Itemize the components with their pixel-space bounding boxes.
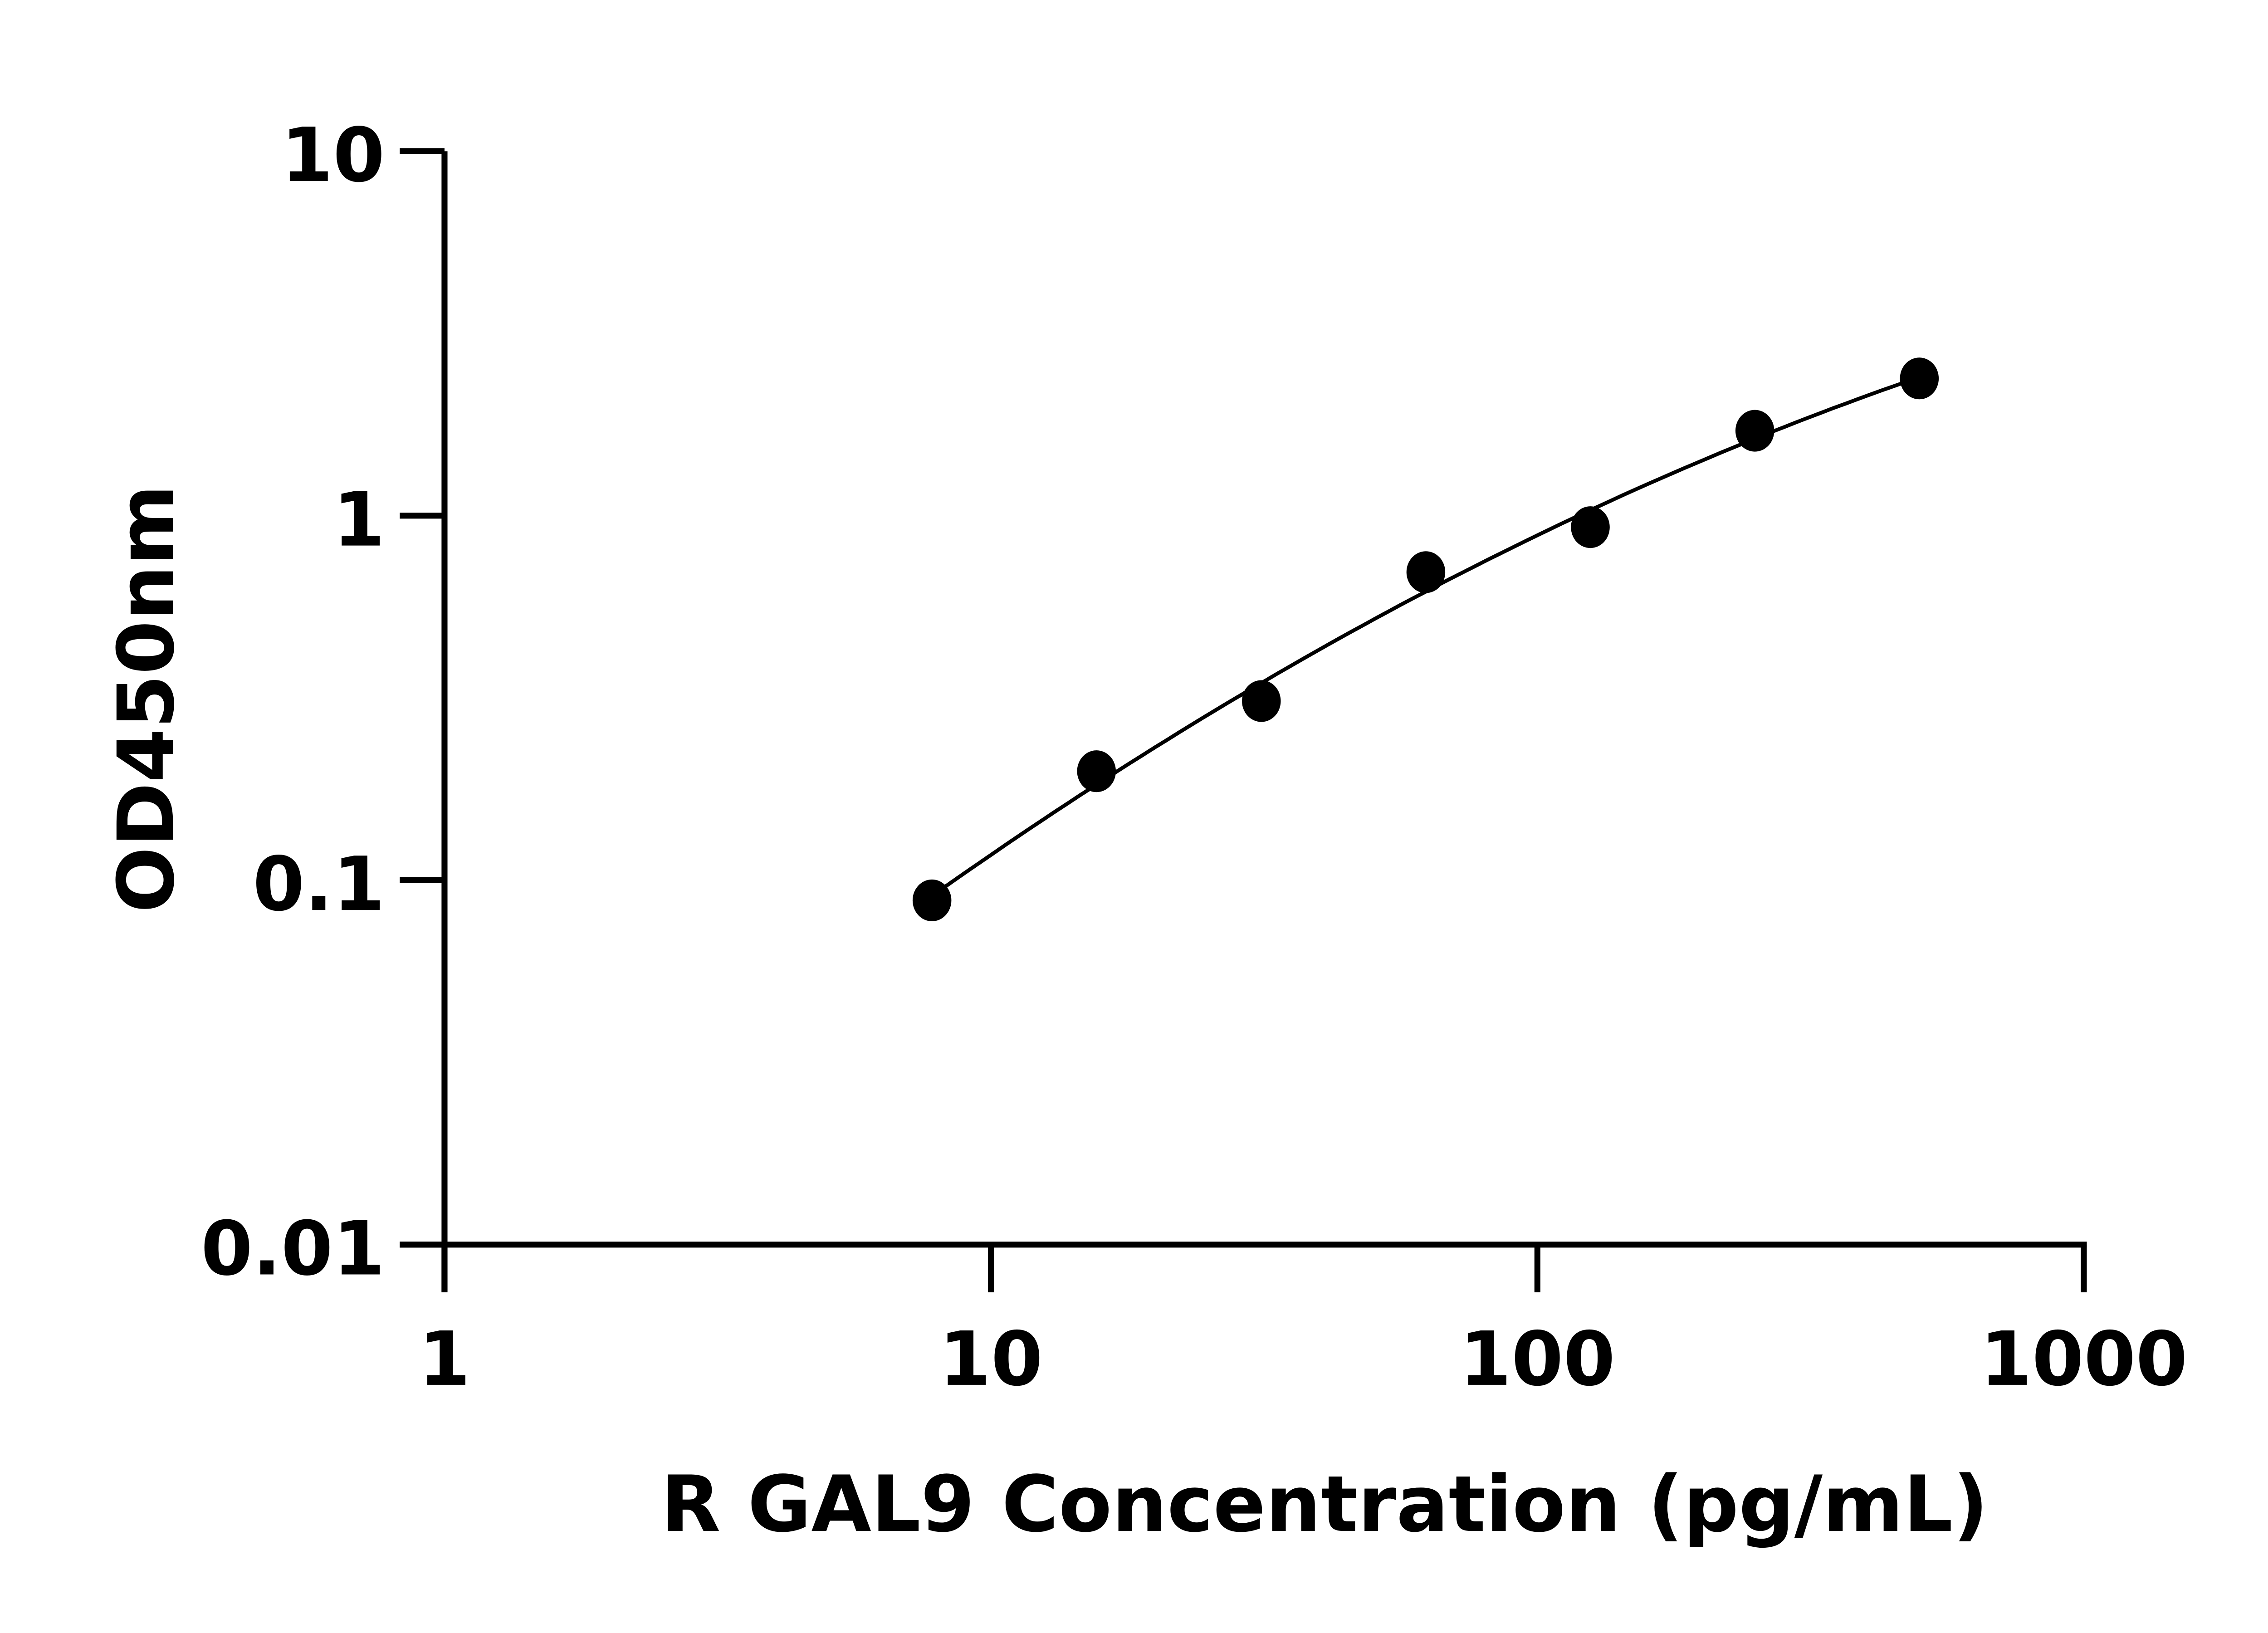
y-tick-label: 1 — [333, 476, 385, 563]
fit-curve — [931, 375, 1920, 898]
x-axis-label: R GAL9 Concentration (pg/mL) — [661, 1459, 1988, 1550]
data-points — [912, 357, 1939, 921]
y-tick-label: 10 — [281, 112, 385, 199]
y-tick-label: 0.01 — [201, 1205, 385, 1292]
axes — [400, 151, 2087, 1293]
data-point — [912, 879, 952, 921]
data-point — [1571, 506, 1610, 548]
x-tick-label: 1000 — [1980, 1315, 2188, 1403]
data-point — [1077, 750, 1116, 792]
data-point — [1735, 410, 1774, 452]
y-tick-label: 0.1 — [253, 841, 385, 928]
data-point — [1900, 357, 1939, 400]
y-axis-label: OD450nm — [101, 484, 191, 913]
x-ticks: 1 10 100 1000 — [419, 1244, 2188, 1403]
y-ticks: 0.01 0.1 1 10 — [201, 112, 445, 1292]
x-tick-label: 10 — [939, 1315, 1043, 1403]
data-point — [1406, 551, 1446, 593]
data-point — [1242, 680, 1281, 722]
x-tick-label: 100 — [1460, 1315, 1615, 1403]
x-tick-label: 1 — [419, 1315, 470, 1403]
